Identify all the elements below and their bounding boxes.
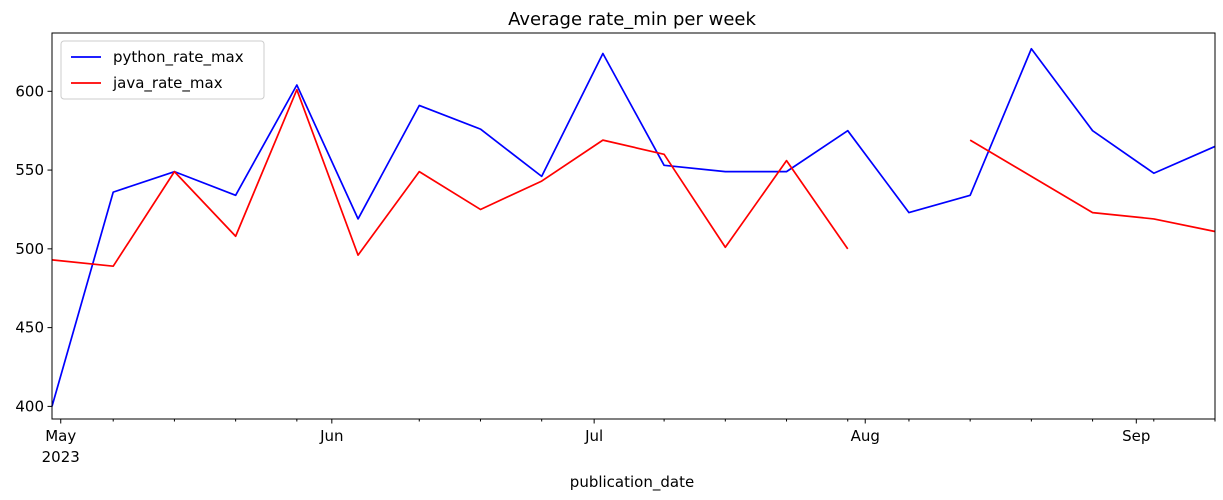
y-tick-label: 550 — [15, 161, 44, 179]
plot-frame — [51, 32, 1216, 420]
series-line-java_rate_max — [51, 88, 1216, 268]
x-axis: May 2023 Jun Jul Aug Sep — [42, 419, 1216, 466]
y-tick-label: 600 — [15, 82, 44, 100]
y-tick-label: 400 — [15, 397, 44, 415]
x-tick-label: Jul — [584, 427, 603, 445]
legend-label-java_rate_max: java_rate_max — [112, 74, 223, 93]
x-axis-label: publication_date — [570, 473, 694, 492]
plot-lines — [51, 47, 1216, 407]
legend: python_rate_max java_rate_max — [60, 40, 265, 100]
y-tick-label: 500 — [15, 240, 44, 258]
x-tick-sublabel: 2023 — [42, 448, 80, 466]
legend-box — [60, 40, 265, 100]
legend-label-python_rate_max: python_rate_max — [113, 48, 244, 67]
x-tick-label: Sep — [1122, 427, 1150, 445]
y-tick-label: 450 — [15, 319, 44, 337]
x-tick-label: Jun — [319, 427, 343, 445]
x-tick-label: May — [45, 427, 76, 445]
series-line-python_rate_max — [51, 47, 1216, 407]
x-tick-label: Aug — [851, 427, 880, 445]
chart-title: Average rate_min per week — [508, 9, 756, 30]
y-axis: 400 450 500 550 600 — [15, 82, 52, 415]
